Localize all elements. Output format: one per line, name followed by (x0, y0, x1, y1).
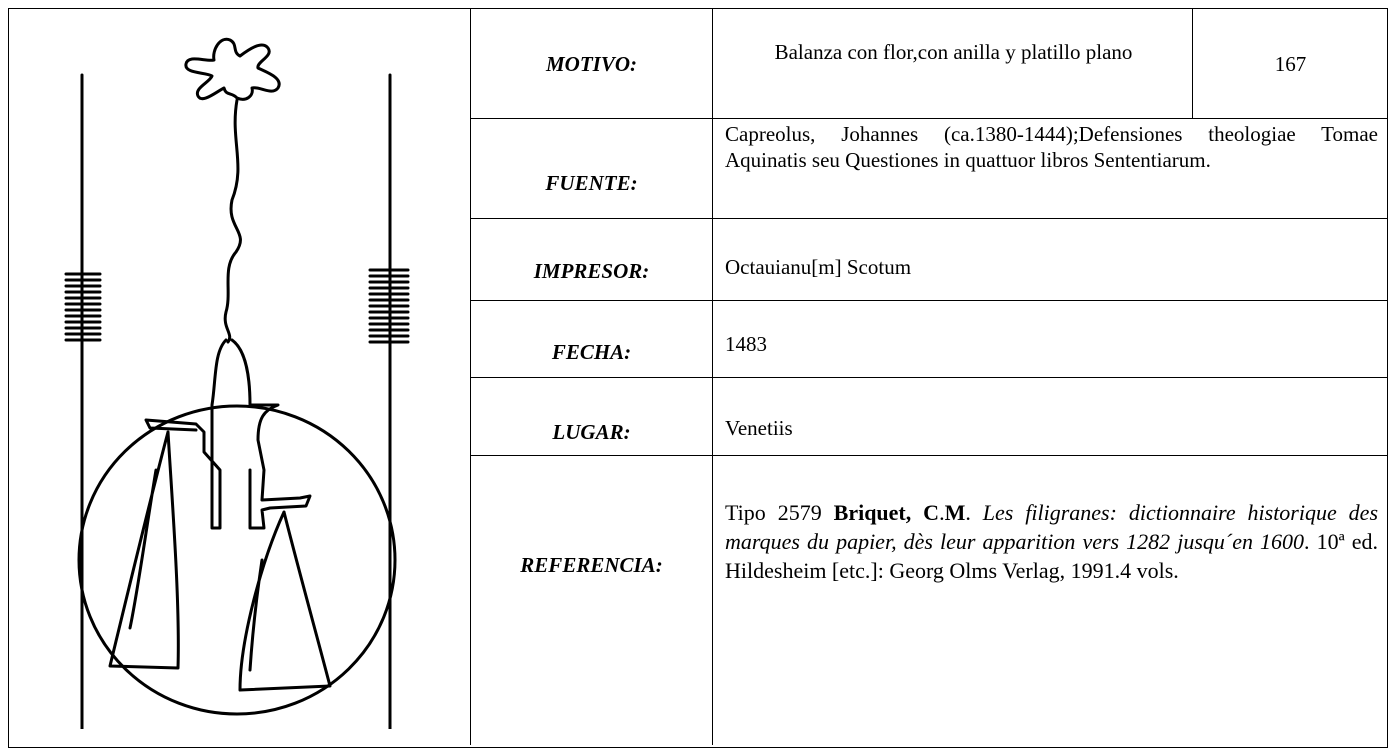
reference-text: Tipo 2579 Briquet, C.M. Les filigranes: … (725, 498, 1378, 585)
row-value: Venetiis (712, 377, 1388, 455)
right-pan (238, 510, 332, 692)
row-label: IMPRESOR: (470, 218, 712, 300)
ring (77, 404, 397, 716)
author: M (944, 500, 966, 525)
text: Tipo 2579 (725, 500, 834, 525)
row-value: Capreolus, Johannes (ca.1380-1444);Defen… (712, 118, 1388, 218)
row-label: MOTIVO: (470, 8, 712, 118)
motif-number: 167 (1192, 8, 1388, 118)
row-label: FUENTE: (470, 118, 712, 218)
book-title: Les filigranes: dictionnaire historique … (725, 500, 1379, 554)
page: MOTIVO: Balanza con flor,con anilla y pl… (8, 8, 1388, 748)
row-value: Balanza con flor,con anilla y platillo p… (712, 8, 1192, 118)
author: Briquet, C (833, 500, 940, 525)
watermark-drawing (64, 37, 410, 729)
row-value: 1483 (712, 300, 1388, 377)
left-pan (108, 430, 180, 670)
stem (223, 98, 242, 344)
row-label: LUGAR: (470, 377, 712, 455)
chain-marks (64, 268, 410, 344)
flower (184, 37, 281, 101)
row-value: Octauianu[m] Scotum (712, 218, 1388, 300)
text: . (965, 500, 983, 525)
text: . 10ª ed. Hildesheim [etc.]: Georg Olms … (725, 529, 1378, 583)
text: . (939, 500, 945, 525)
row-label: REFERENCIA: (470, 455, 712, 745)
row-label: FECHA: (470, 300, 712, 377)
beam (144, 338, 312, 530)
source-text: Capreolus, Johannes (ca.1380-1444);Defen… (725, 122, 1378, 172)
row-value: Tipo 2579 Briquet, C.M. Les filigranes: … (712, 455, 1388, 745)
